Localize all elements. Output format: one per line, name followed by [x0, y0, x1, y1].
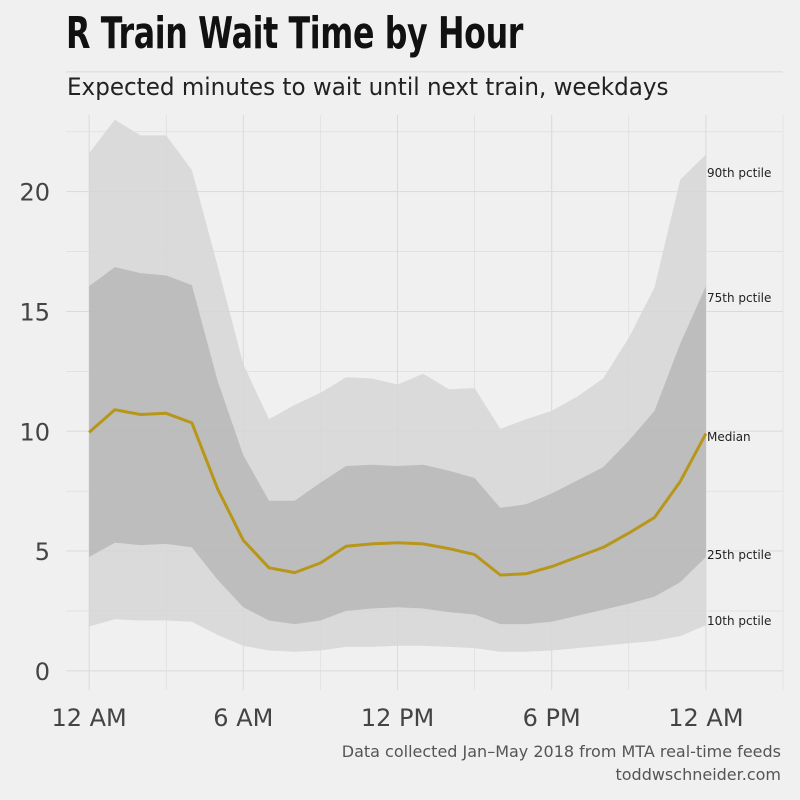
median-line — [88, 408, 708, 577]
series-label: 25th pctile — [707, 548, 771, 562]
y-tick-label: 0 — [35, 658, 50, 686]
x-axis-tick-labels: 12 AM 6 AM 12 PM 6 PM 12 AM — [51, 704, 743, 732]
series-labels: 90th pctile 75th pctile Median 25th pctile 1… — [707, 166, 771, 628]
caption-source: Data collected Jan–May 2018 from MTA rea… — [341, 742, 781, 761]
x-tick-label: 12 AM — [668, 704, 743, 732]
x-tick-label: 12 AM — [51, 704, 126, 732]
y-tick-label: 10 — [19, 418, 50, 446]
y-axis-tick-labels: 0 5 10 15 20 — [19, 179, 50, 686]
y-tick-label: 20 — [19, 179, 50, 207]
band-layer — [89, 119, 706, 652]
y-tick-label: 5 — [35, 538, 50, 566]
series-label: 10th pctile — [707, 614, 771, 628]
chart-title: R Train Wait Time by Hour — [66, 8, 524, 59]
caption-credit: toddwschneider.com — [615, 765, 781, 784]
y-tick-label: 15 — [19, 298, 50, 326]
x-tick-label: 12 PM — [361, 704, 434, 732]
x-tick-label: 6 PM — [523, 704, 581, 732]
line-layer — [88, 408, 708, 577]
chart-subtitle: Expected minutes to wait until next trai… — [67, 73, 669, 101]
series-label: 75th pctile — [707, 291, 771, 305]
band-25th-75th-pctile — [89, 267, 706, 625]
x-tick-label: 6 AM — [213, 704, 273, 732]
series-label: Median — [707, 430, 751, 444]
series-label: 90th pctile — [707, 166, 771, 180]
